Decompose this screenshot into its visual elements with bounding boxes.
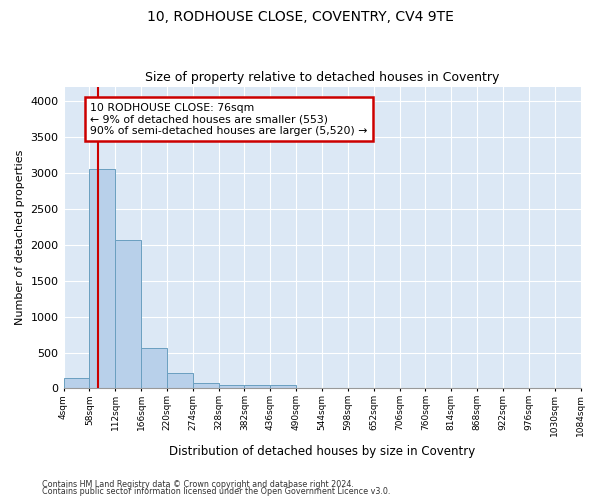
Bar [89,169,115,388]
Text: Contains HM Land Registry data © Crown copyright and database right 2024.: Contains HM Land Registry data © Crown c… [42,480,354,489]
Bar [64,378,89,388]
X-axis label: Distribution of detached houses by size in Coventry: Distribution of detached houses by size … [169,444,475,458]
Bar [271,385,296,388]
Bar [167,373,193,388]
Title: Size of property relative to detached houses in Coventry: Size of property relative to detached ho… [145,72,499,85]
Text: 10, RODHOUSE CLOSE, COVENTRY, CV4 9TE: 10, RODHOUSE CLOSE, COVENTRY, CV4 9TE [146,10,454,24]
Bar [115,240,141,388]
Bar [218,385,244,388]
Y-axis label: Number of detached properties: Number of detached properties [15,150,25,326]
Text: 10 RODHOUSE CLOSE: 76sqm
← 9% of detached houses are smaller (553)
90% of semi-d: 10 RODHOUSE CLOSE: 76sqm ← 9% of detache… [91,103,368,136]
Bar [193,383,218,388]
Text: Contains public sector information licensed under the Open Government Licence v3: Contains public sector information licen… [42,487,391,496]
Bar [244,385,271,388]
Bar [141,348,167,389]
